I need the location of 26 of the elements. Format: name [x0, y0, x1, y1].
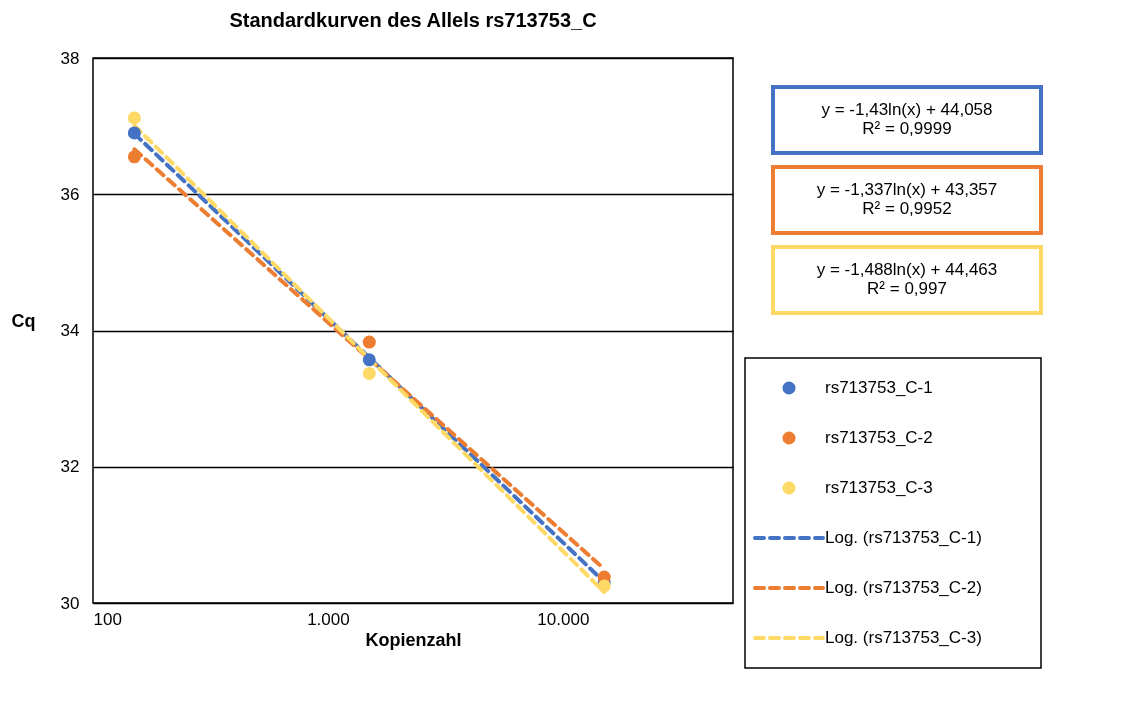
y-tick-label: 30	[60, 593, 80, 613]
y-tick-label: 34	[60, 321, 80, 340]
text: y = -1,337ln(x) + 43,357 R² = 0,9952	[816, 180, 998, 218]
point	[127, 111, 141, 125]
point	[362, 366, 376, 380]
legend-label: rs713753_C-3	[825, 478, 933, 497]
legend-label: Log. (rs713753_C-2)	[825, 578, 982, 597]
x-tick-label: 10.000	[537, 609, 590, 629]
y-tick-label: 36	[60, 184, 80, 204]
text: y = -1,488ln(x) + 44,463 R² = 0,997	[816, 260, 998, 298]
legend-label: Log. (rs713753_C-1)	[825, 528, 982, 547]
x-tick-label: 100	[93, 609, 122, 629]
y-axis-title: Cq	[11, 311, 36, 331]
legend-label: rs713753_C-1	[825, 378, 933, 397]
legend-label: rs713753_C-2	[825, 428, 933, 447]
point	[127, 126, 141, 140]
point	[127, 150, 141, 164]
chart-title: Standardkurven des Allels rs713753_C	[229, 9, 597, 31]
point	[362, 335, 376, 349]
y-tick-label: 32	[60, 457, 80, 477]
y-tick-label: 38	[60, 48, 80, 68]
legend-label: Log. (rs713753_C-3)	[825, 628, 982, 647]
x-tick-label: 1.000	[307, 609, 350, 629]
x-axis-title: Kopienzahl	[365, 629, 462, 650]
point	[362, 353, 376, 367]
text: y = -1,43ln(x) + 44,058 R² = 0,9999	[821, 100, 993, 138]
